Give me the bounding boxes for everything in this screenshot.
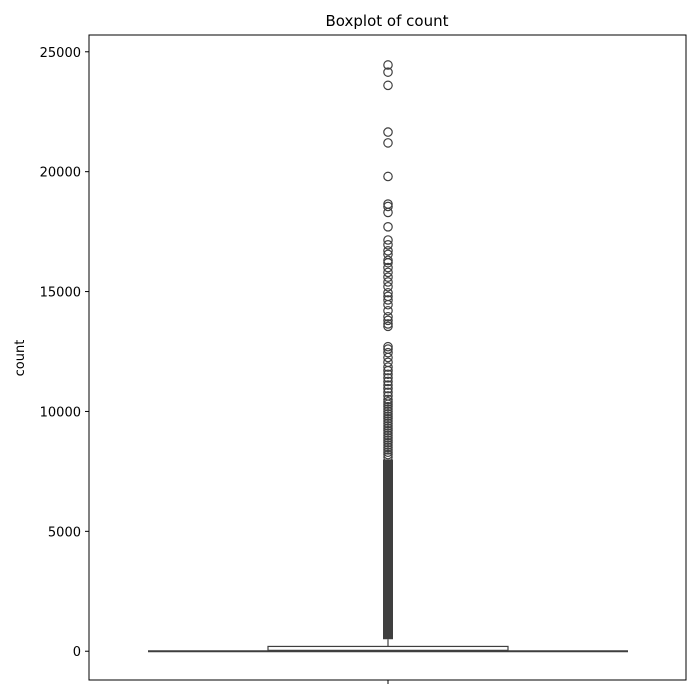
outlier-point xyxy=(383,362,393,372)
outlier-point xyxy=(383,305,393,316)
outlier-point xyxy=(383,369,393,380)
axes-layer: 0 5000 10000 15000 20000 25000 xyxy=(40,34,687,684)
outlier-point xyxy=(383,321,393,332)
outlier-point xyxy=(383,240,393,250)
outlier-point xyxy=(383,235,393,245)
outlier-point xyxy=(383,397,393,407)
outlier-point xyxy=(383,267,393,278)
outlier-point xyxy=(383,411,393,422)
outlier-point xyxy=(383,80,393,91)
outlier-point xyxy=(383,171,393,182)
outlier-point xyxy=(383,272,393,282)
outlier-point xyxy=(383,418,393,429)
outlier-point xyxy=(383,435,393,446)
outlier-point xyxy=(383,201,393,212)
outlier-point xyxy=(383,373,393,383)
outlier-point xyxy=(383,380,393,390)
outlier-point xyxy=(383,311,393,322)
outlier-point xyxy=(383,67,393,77)
outlier-point xyxy=(383,295,393,305)
outlier-point xyxy=(383,437,393,448)
outlier-point xyxy=(383,255,393,266)
outlier-point xyxy=(383,425,393,436)
outlier-point xyxy=(383,452,393,462)
outlier-point xyxy=(383,442,393,453)
outlier-point xyxy=(383,245,393,256)
outlier-point xyxy=(383,376,393,387)
outlier-point xyxy=(383,394,393,405)
outlier-point xyxy=(383,433,393,443)
outlier-point xyxy=(383,409,393,419)
outlier-point xyxy=(383,423,393,434)
outlier-point xyxy=(383,440,393,450)
outlier-point xyxy=(383,281,393,292)
y-tick-label: 0 xyxy=(73,645,81,660)
y-tick-label: 25000 xyxy=(40,46,81,61)
chart-title: Boxplot of count xyxy=(326,12,449,30)
outlier-point xyxy=(383,357,393,368)
outlier-point xyxy=(383,315,393,326)
outlier-point xyxy=(383,262,393,273)
outlier-point xyxy=(383,447,393,458)
outlier-point xyxy=(383,406,393,417)
y-axis-label: count xyxy=(13,340,28,377)
outlier-point xyxy=(383,287,393,298)
outlier-point xyxy=(383,222,393,232)
outlier-point xyxy=(383,445,393,455)
outlier-point xyxy=(383,416,393,426)
y-tick-label: 10000 xyxy=(40,405,81,420)
outlier-point xyxy=(383,421,393,431)
outlier-point xyxy=(383,291,393,302)
outlier-point xyxy=(383,344,393,354)
plot-layer xyxy=(148,60,628,653)
outlier-dense-column xyxy=(383,459,393,640)
outlier-point xyxy=(383,127,393,137)
outlier-point xyxy=(383,347,393,358)
outlier-point xyxy=(383,428,393,438)
outlier-point xyxy=(383,341,393,352)
outlier-point xyxy=(383,277,393,287)
outlier-point xyxy=(383,60,393,70)
outlier-point xyxy=(383,413,393,424)
outlier-point xyxy=(383,430,393,441)
outlier-point xyxy=(383,401,393,412)
outlier-point xyxy=(383,319,393,329)
outlier-point xyxy=(383,404,393,414)
outlier-point xyxy=(383,387,393,398)
y-tick-label: 5000 xyxy=(48,525,81,540)
y-tick-label: 15000 xyxy=(40,286,81,301)
y-tick-label: 20000 xyxy=(40,166,81,181)
outlier-point xyxy=(383,249,393,260)
outlier-point xyxy=(383,199,393,209)
outlier-point xyxy=(383,391,393,401)
outlier-point xyxy=(383,138,393,148)
outlier-point xyxy=(383,383,393,394)
outlier-point xyxy=(383,449,393,460)
